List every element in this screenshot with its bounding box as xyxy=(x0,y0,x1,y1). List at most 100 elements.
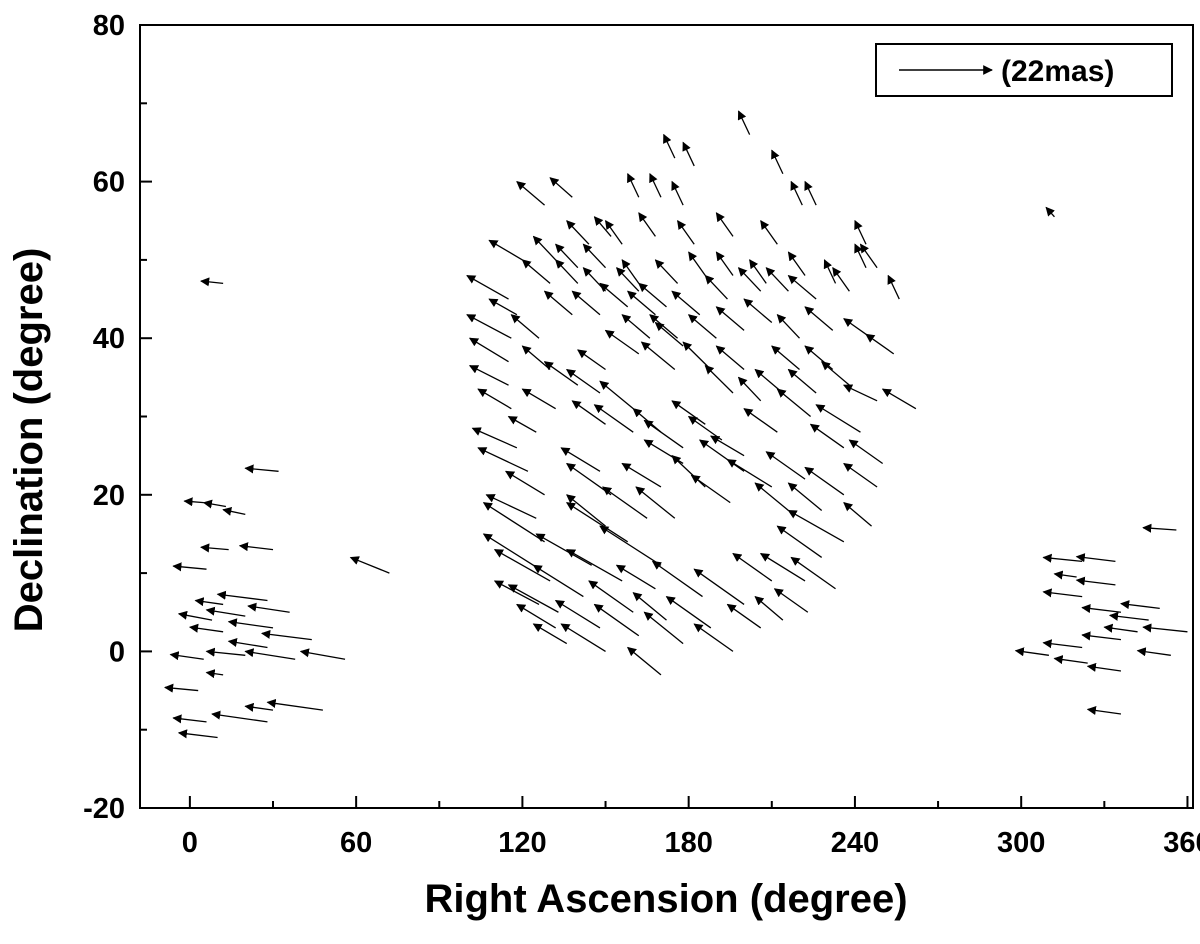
proper-motion-arrow xyxy=(493,580,540,605)
proper-motion-arrow xyxy=(715,212,734,237)
proper-motion-arrow xyxy=(632,592,667,621)
proper-motion-arrow xyxy=(244,702,274,712)
proper-motion-arrow xyxy=(532,623,568,645)
proper-motion-arrow xyxy=(565,502,629,543)
proper-motion-arrow xyxy=(682,141,695,167)
x-tick-label: 300 xyxy=(997,827,1045,859)
proper-motion-arrow xyxy=(638,282,667,308)
proper-motion-arrow xyxy=(1075,576,1116,586)
proper-motion-arrow xyxy=(715,306,745,331)
legend-box xyxy=(875,43,1173,97)
proper-motion-arrow xyxy=(749,259,767,284)
proper-motion-arrow xyxy=(771,149,784,175)
proper-motion-arrow xyxy=(1142,523,1177,533)
proper-motion-arrow xyxy=(687,415,723,441)
proper-motion-arrow xyxy=(693,623,734,652)
proper-motion-arrow xyxy=(549,177,573,198)
proper-motion-arrow xyxy=(244,464,279,474)
proper-motion-arrow xyxy=(651,560,703,598)
proper-motion-arrow xyxy=(737,376,762,402)
y-axis-title: Declination (degree) xyxy=(7,248,51,633)
proper-motion-arrow xyxy=(1042,639,1083,649)
proper-motion-arrow xyxy=(205,669,224,679)
proper-motion-arrow xyxy=(671,400,706,425)
proper-motion-arrow xyxy=(194,597,224,607)
proper-motion-arrow xyxy=(671,290,701,316)
proper-motion-arrow xyxy=(754,596,784,621)
proper-motion-arrow xyxy=(682,341,712,370)
proper-motion-arrow xyxy=(615,564,656,590)
proper-motion-arrow xyxy=(247,602,290,613)
proper-motion-arrow xyxy=(560,623,606,652)
proper-motion-arrow xyxy=(593,216,612,237)
proper-motion-arrow xyxy=(649,172,662,198)
proper-motion-arrow xyxy=(172,562,207,572)
proper-motion-arrow xyxy=(565,462,612,496)
proper-motion-arrow xyxy=(754,482,789,511)
proper-motion-arrow xyxy=(1081,631,1122,641)
proper-motion-arrow xyxy=(164,683,199,693)
proper-motion-arrow xyxy=(754,368,784,394)
proper-motion-arrow xyxy=(543,361,579,386)
proper-motion-arrow xyxy=(593,603,640,637)
proper-motion-arrow xyxy=(732,552,773,582)
proper-motion-arrow xyxy=(177,610,213,621)
proper-motion-arrow xyxy=(1042,588,1083,598)
proper-motion-arrow xyxy=(677,220,695,245)
proper-motion-arrow xyxy=(854,243,867,269)
proper-motion-arrow xyxy=(200,277,224,287)
proper-motion-arrow xyxy=(760,220,778,245)
x-tick-label: 60 xyxy=(340,827,372,859)
proper-motion-arrow xyxy=(488,298,518,316)
proper-motion-arrow xyxy=(205,647,246,657)
proper-motion-arrow xyxy=(505,470,545,496)
proper-motion-arrow xyxy=(638,212,656,237)
proper-motion-arrow xyxy=(1042,553,1083,563)
proper-motion-arrow xyxy=(773,588,809,613)
proper-motion-arrow xyxy=(787,509,845,543)
proper-motion-arrow xyxy=(787,251,806,276)
proper-motion-arrow xyxy=(521,388,556,410)
y-tick-label: 80 xyxy=(93,10,125,42)
proper-motion-arrow xyxy=(599,525,662,566)
proper-motion-arrow xyxy=(183,497,204,507)
proper-motion-arrow xyxy=(843,462,878,488)
proper-motion-arrow xyxy=(1081,604,1122,614)
proper-motion-arrow xyxy=(535,533,593,566)
proper-motion-arrow xyxy=(643,419,684,449)
proper-motion-arrow xyxy=(1086,705,1122,715)
proper-motion-arrow xyxy=(477,388,512,410)
proper-motion-arrow xyxy=(507,584,559,613)
proper-motion-arrow xyxy=(832,266,850,292)
plot-frame xyxy=(139,24,1194,809)
proper-motion-arrow xyxy=(776,525,823,558)
y-tick-label: -20 xyxy=(83,793,125,825)
proper-motion-arrow xyxy=(743,408,778,433)
proper-motion-arrow xyxy=(804,180,817,206)
proper-motion-arrow xyxy=(737,110,751,135)
proper-motion-arrow xyxy=(627,290,656,316)
proper-motion-arrow xyxy=(765,451,806,480)
proper-motion-arrow xyxy=(787,274,817,300)
proper-motion-arrow xyxy=(604,329,640,355)
proper-motion-arrow xyxy=(715,251,734,276)
proper-motion-arrow xyxy=(787,368,817,394)
proper-motion-arrow xyxy=(823,259,837,284)
proper-motion-arrow xyxy=(532,235,557,261)
proper-motion-arrow xyxy=(554,599,601,629)
proper-motion-arrow xyxy=(485,494,537,519)
proper-motion-arrow xyxy=(704,364,734,394)
proper-motion-arrow xyxy=(654,321,684,347)
proper-motion-arrow xyxy=(593,404,634,433)
proper-motion-arrow xyxy=(635,486,676,519)
proper-motion-arrow xyxy=(560,447,601,472)
proper-motion-arrow xyxy=(555,243,579,269)
proper-motion-arrow xyxy=(488,239,523,261)
proper-motion-arrow xyxy=(468,365,509,386)
y-tick-label: 60 xyxy=(93,167,125,199)
proper-motion-arrow xyxy=(555,259,579,284)
proper-motion-arrow xyxy=(804,345,834,371)
axis-ticks: 0 60 120 180 240 300 360 -20 0 20 40 60 80 xyxy=(83,10,1200,859)
